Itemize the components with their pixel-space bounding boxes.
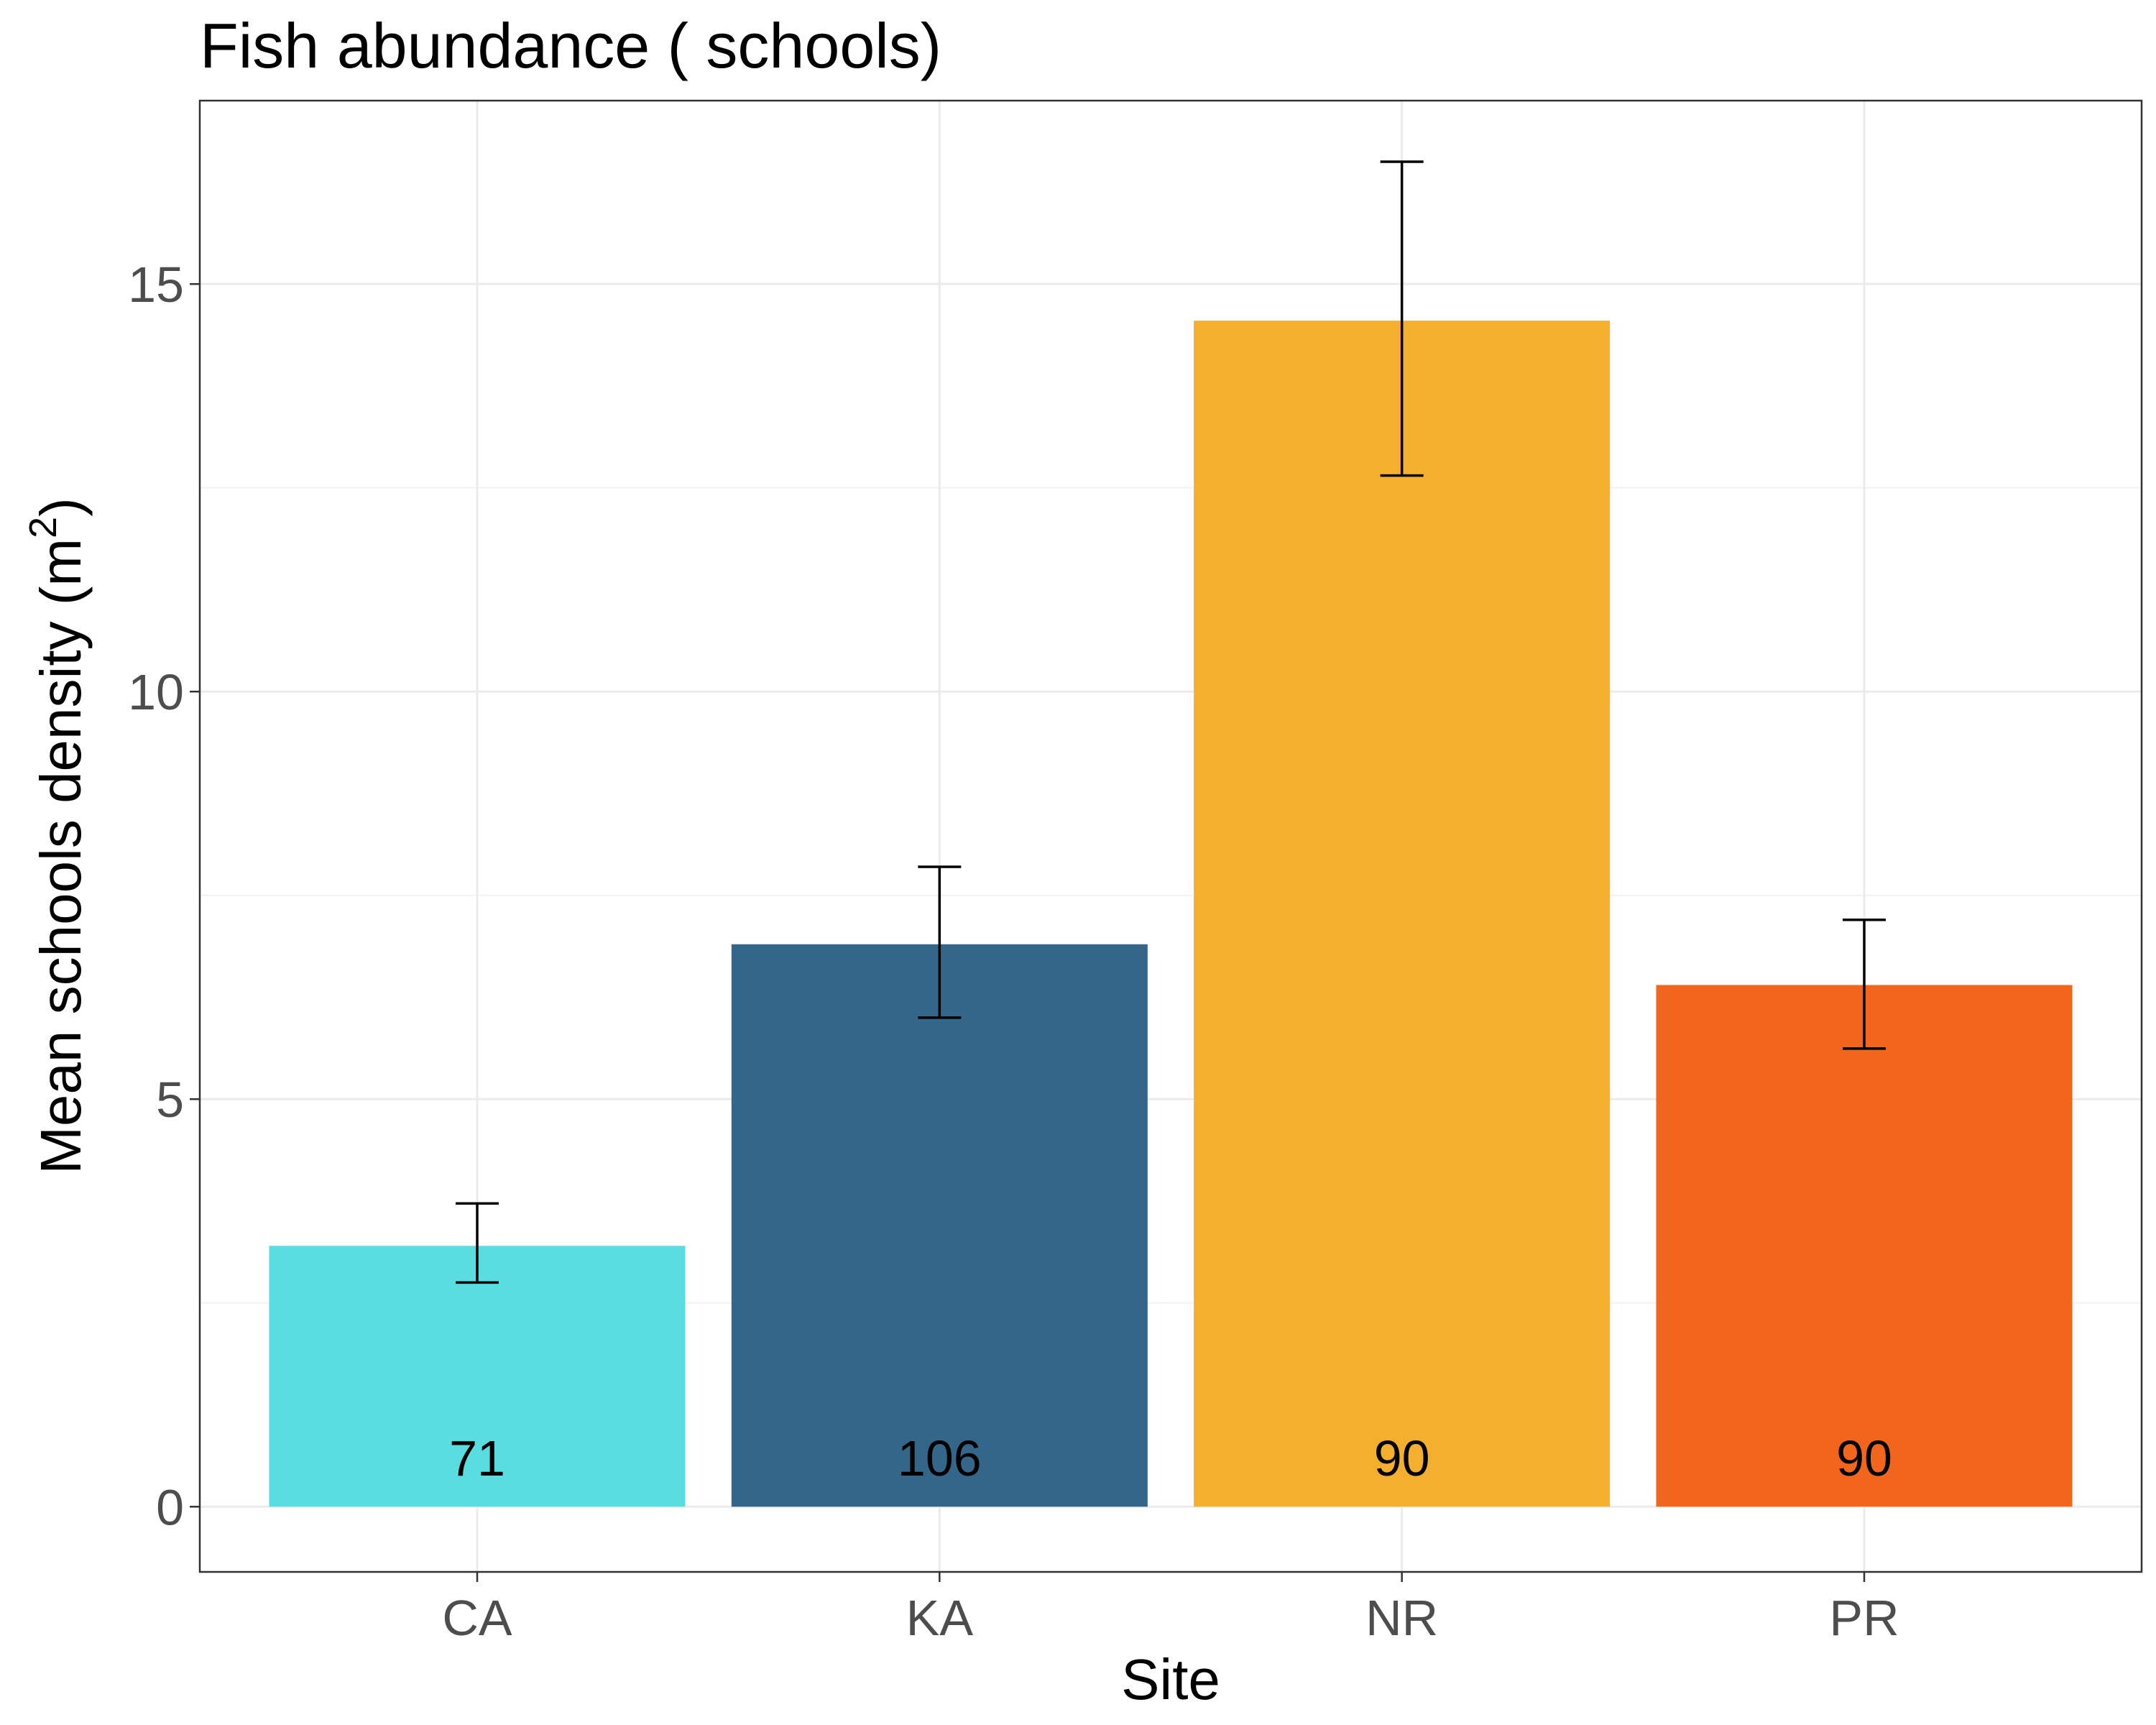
count-label-ka: 106 — [898, 1430, 982, 1486]
count-label-ca: 71 — [449, 1430, 505, 1486]
x-tick-label-ca: CA — [442, 1590, 512, 1646]
x-tick-label-ka: KA — [906, 1590, 974, 1646]
x-axis: CA KA NR PR — [442, 1572, 1899, 1646]
count-label-pr: 90 — [1836, 1430, 1892, 1486]
bar-nr — [1194, 321, 1611, 1507]
plot-panel-border — [198, 99, 2143, 1573]
count-label-nr: 90 — [1374, 1430, 1430, 1486]
y-axis-title-main: Mean schools density (m — [29, 538, 93, 1174]
bar-count-labels: 71 106 90 90 — [449, 1430, 1892, 1486]
y-tick-label: 0 — [156, 1479, 184, 1535]
x-tick-label-nr: NR — [1365, 1590, 1438, 1646]
y-tick-label: 10 — [128, 664, 184, 720]
x-tick-label-pr: PR — [1829, 1590, 1899, 1646]
error-bar-nr — [1380, 160, 1424, 477]
y-tick-label: 5 — [156, 1072, 184, 1128]
error-bars — [456, 160, 1886, 1284]
bars — [269, 321, 2073, 1507]
bar-pr — [1656, 985, 2073, 1507]
y-axis-title-superscript: 2 — [22, 517, 65, 538]
error-bar-ka — [918, 865, 962, 1019]
y-axis: 0 5 10 15 — [128, 257, 200, 1535]
y-axis-title: Mean schools density (m2) — [22, 497, 93, 1174]
y-axis-title-suffix: ) — [29, 497, 93, 517]
error-bar-pr — [1843, 918, 1886, 1050]
chart-title: Fish abundance ( schools) — [200, 10, 941, 81]
x-axis-title: Site — [1121, 1647, 1220, 1711]
bar-ka — [731, 944, 1148, 1507]
y-tick-label: 15 — [128, 257, 184, 313]
error-bar-ca — [456, 1202, 499, 1284]
bar-ca — [269, 1246, 686, 1507]
